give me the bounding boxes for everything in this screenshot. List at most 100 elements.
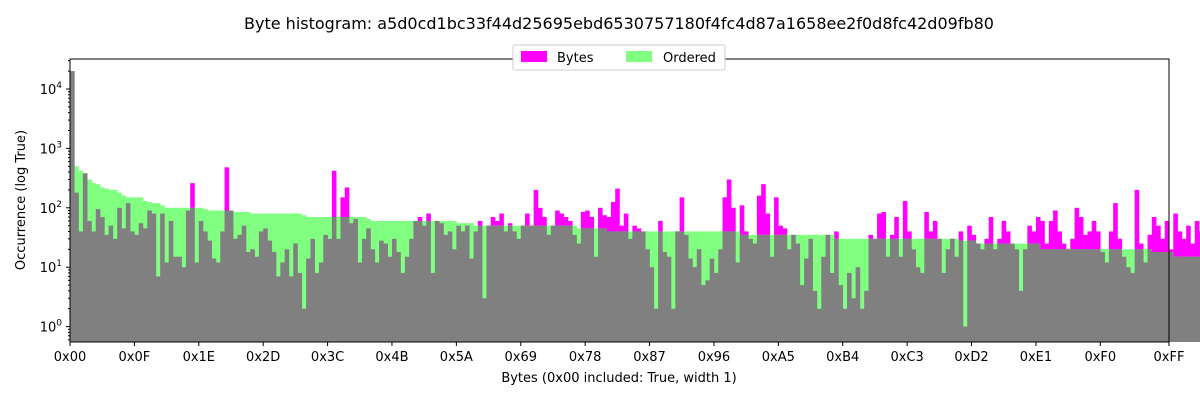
overlap-bar [842,308,848,342]
x-tick-label: 0x3C [311,350,344,365]
overlap-bar [177,256,182,342]
legend-swatch-ordered [626,51,652,62]
x-tick-label: 0x2D [246,350,280,365]
overlap-bar [662,252,668,342]
x-axis-label: Bytes (0x00 included: True, width 1) [501,371,736,386]
x-tick-label: 0xE1 [1020,350,1052,365]
overlap-bar [314,272,320,342]
overlap-bar [731,231,736,342]
overlap-bar [610,231,616,342]
overlap-bar [78,231,84,342]
overlap-bar [340,216,346,342]
overlap-bar [439,223,444,342]
overlap-bar [992,249,998,342]
legend-swatch-bytes [521,51,547,62]
overlap-bar [228,210,234,342]
overlap-bar [559,225,564,342]
overlap-bar [748,238,753,342]
overlap-bar [1186,256,1191,342]
overlap-bar [864,290,869,342]
overlap-bar [310,238,315,342]
x-tick-label: 0x0F [119,350,151,365]
overlap-bar [529,225,534,342]
overlap-bar [396,252,401,342]
overlap-bar [1074,249,1080,342]
overlap-bar [125,203,131,342]
overlap-bar [829,272,835,342]
overlap-bar [898,256,904,342]
overlap-bar [151,213,157,342]
overlap-bar [499,225,504,342]
overlap-bar [138,223,144,342]
overlap-bar [945,249,951,342]
overlap-bar [950,238,955,342]
overlap-bar [997,243,1002,342]
overlap-bar [447,231,453,342]
overlap-bar [374,262,380,342]
overlap-bar [456,225,461,342]
overlap-bar [1138,249,1144,342]
overlap-bar [615,231,620,342]
overlap-bar [185,210,191,342]
overlap-bar [404,256,410,342]
overlap-bar [580,228,586,342]
overlap-bar [722,231,728,342]
overlap-bar [301,308,307,342]
overlap-bar [962,326,968,342]
overlap-bar [233,238,238,342]
overlap-bar [653,308,659,342]
overlap-bar [812,290,818,342]
overlap-bar [546,234,552,342]
legend-label-ordered: Ordered [663,51,716,66]
overlap-bar [885,256,891,342]
overlap-bar [778,234,783,342]
overlap-bar [868,238,874,342]
x-tick-label: 0x96 [698,350,731,365]
overlap-bar [799,285,805,342]
overlap-bar [825,234,831,342]
overlap-bar [464,225,470,342]
overlap-bar [318,262,324,342]
overlap-bar [164,262,170,342]
overlap-bar [877,238,882,342]
overlap-bar [958,240,964,342]
overlap-bar [426,220,431,342]
overlap-bar [490,225,496,342]
overlap-bar [576,243,582,342]
x-axis: 0x00 0x0F 0x1E 0x2D 0x3C 0x4B 0x5A 0x69 0x78 0x87… [54,342,1184,365]
overlap-bar [692,267,698,342]
overlap-bar [357,262,363,342]
legend: Bytes Ordered [512,44,726,71]
overlap-bar [739,234,745,342]
overlap-bar [284,249,290,342]
overlap-bar [495,225,500,342]
overlap-bar [705,280,710,342]
overlap-bar [246,252,251,342]
overlap-bar [1065,249,1071,342]
overlap-bar [400,272,406,342]
overlap-bar [765,234,771,342]
overlap-bar [95,209,101,342]
overlap-bar [413,220,419,342]
overlap-bar [430,272,436,342]
overlap-bar [327,238,333,342]
overlap-bar [1147,249,1153,342]
overlap-bar [1160,252,1166,342]
ordered-bar [864,238,869,342]
overlap-bar [937,238,942,342]
overlap-bar [258,231,264,342]
overlap-bar [160,213,165,342]
overlap-bar [619,231,625,342]
ordered-bar [671,231,676,342]
overlap-bar [142,228,148,342]
overlap-bar [155,276,161,342]
overlap-bar [632,231,637,342]
overlap-bar [550,225,556,342]
overlap-bar [1096,249,1101,342]
overlap-bar [756,234,762,342]
overlap-bar [1010,243,1015,342]
overlap-bar [701,285,706,342]
x-tick-label: 0x1E [183,350,215,365]
overlap-bar [121,228,127,342]
